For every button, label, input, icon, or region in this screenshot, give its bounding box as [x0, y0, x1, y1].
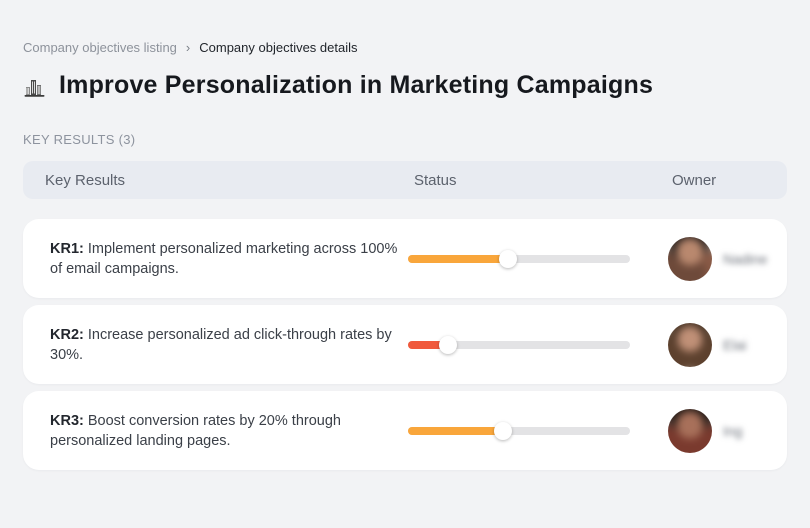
- kr3-owner: Ing: [668, 408, 743, 453]
- column-header-status: Status: [414, 171, 457, 189]
- kr1-description: KR1: Implement personalized marketing ac…: [50, 239, 408, 279]
- owner-avatar: [668, 322, 712, 367]
- kr1-text: Implement personalized marketing across …: [50, 240, 398, 277]
- key-result-row-kr1[interactable]: KR1: Implement personalized marketing ac…: [23, 219, 787, 298]
- progress-fill: [408, 340, 448, 349]
- page-title: Improve Personalization in Marketing Cam…: [59, 71, 654, 99]
- kr2-label: KR2:: [50, 326, 84, 343]
- owner-name: Elai: [723, 336, 747, 353]
- progress-track[interactable]: [408, 426, 630, 435]
- breadcrumb-listing-link[interactable]: Company objectives listing: [23, 40, 177, 55]
- objective-title-row: Improve Personalization in Marketing Cam…: [23, 71, 787, 100]
- breadcrumb-current-page: Company objectives details: [199, 40, 358, 55]
- kr2-owner: Elai: [668, 322, 747, 367]
- table-header: Key Results Status Owner: [23, 161, 787, 199]
- city-buildings-icon: [23, 77, 47, 99]
- kr3-text: Boost conversion rates by 20% through pe…: [50, 412, 341, 449]
- kr2-text: Increase personalized ad click-through r…: [50, 326, 392, 363]
- owner-avatar: [668, 236, 712, 281]
- column-header-owner: Owner: [672, 171, 717, 189]
- kr1-label: KR1:: [50, 240, 84, 257]
- progress-track[interactable]: [408, 340, 630, 349]
- key-result-row-kr2[interactable]: KR2: Increase personalized ad click-thro…: [23, 305, 787, 384]
- key-result-row-kr3[interactable]: KR3: Boost conversion rates by 20% throu…: [23, 391, 787, 470]
- kr2-progress-slider[interactable]: [408, 335, 630, 354]
- kr1-progress-slider[interactable]: [408, 249, 630, 268]
- owner-avatar: [668, 408, 712, 453]
- slider-handle[interactable]: [438, 335, 457, 354]
- column-header-key-results: Key Results: [45, 171, 126, 189]
- progress-fill: [408, 426, 504, 435]
- kr3-progress-slider[interactable]: [408, 421, 630, 440]
- owner-name: Ing: [723, 422, 743, 439]
- key-results-section-label: KEY RESULTS (3): [23, 132, 136, 147]
- progress-fill: [408, 254, 508, 263]
- owner-name: Nadine: [723, 250, 768, 267]
- breadcrumb: Company objectives listing › Company obj…: [23, 39, 787, 56]
- progress-track[interactable]: [408, 254, 630, 263]
- kr3-description: KR3: Boost conversion rates by 20% throu…: [50, 411, 408, 451]
- key-results-list: KR1: Implement personalized marketing ac…: [23, 219, 787, 470]
- kr1-owner: Nadine: [668, 236, 768, 281]
- kr2-description: KR2: Increase personalized ad click-thro…: [50, 325, 408, 365]
- slider-handle[interactable]: [498, 249, 517, 268]
- slider-handle[interactable]: [494, 421, 513, 440]
- chevron-right-icon: ›: [185, 39, 191, 55]
- kr3-label: KR3:: [50, 412, 84, 429]
